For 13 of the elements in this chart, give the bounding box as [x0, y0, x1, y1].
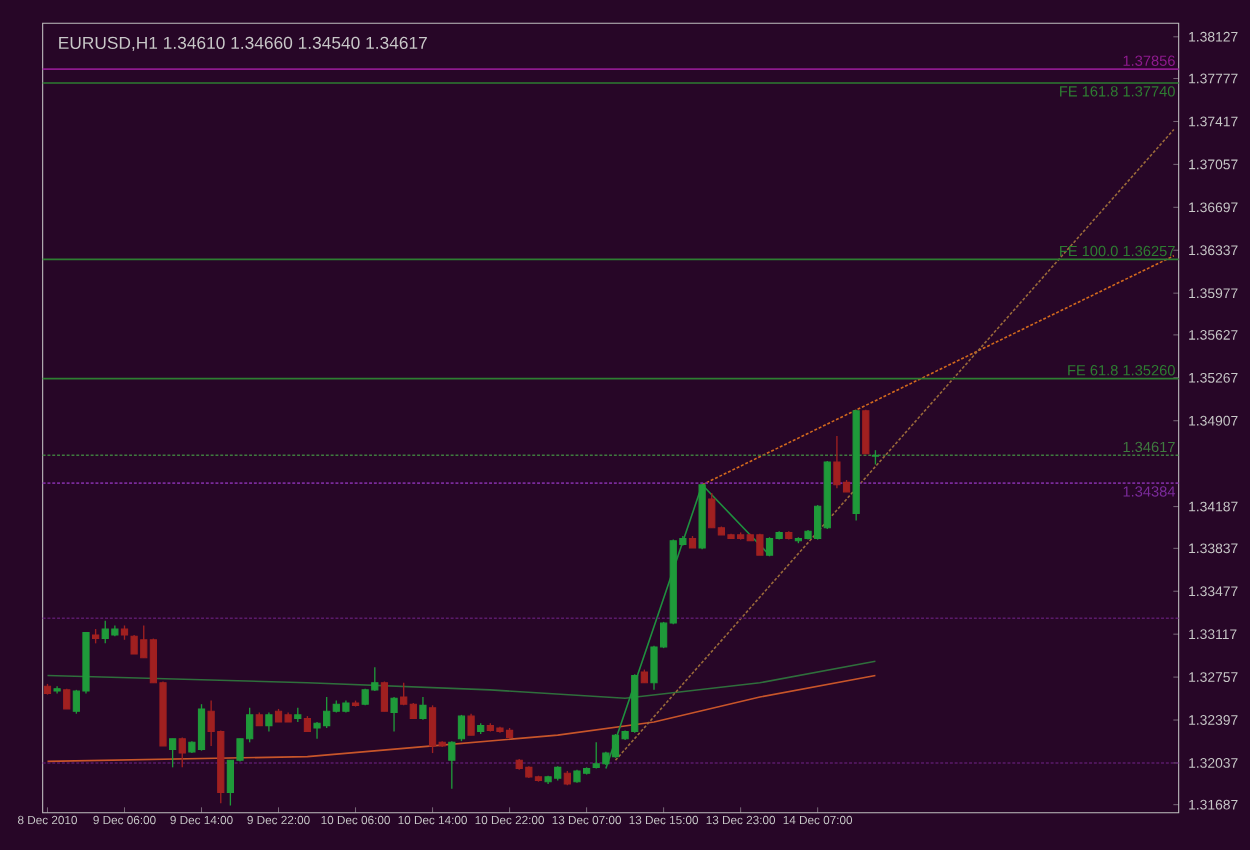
line-series: [46, 660, 877, 699]
text: EURUSD,H1 1.34610 1.34660 1.34540 1.34617: [59, 36, 427, 52]
candlestick: [448, 740, 456, 790]
candlestick: [169, 738, 177, 769]
candlestick: [467, 713, 475, 736]
candlestick: [178, 736, 186, 769]
candlestick: [457, 714, 466, 742]
candlestick: [390, 696, 398, 733]
candlestick: [380, 680, 389, 712]
candlestick: [419, 696, 427, 721]
candlestick: [265, 711, 273, 733]
line-series: [46, 674, 877, 763]
candlestick: [862, 408, 870, 455]
